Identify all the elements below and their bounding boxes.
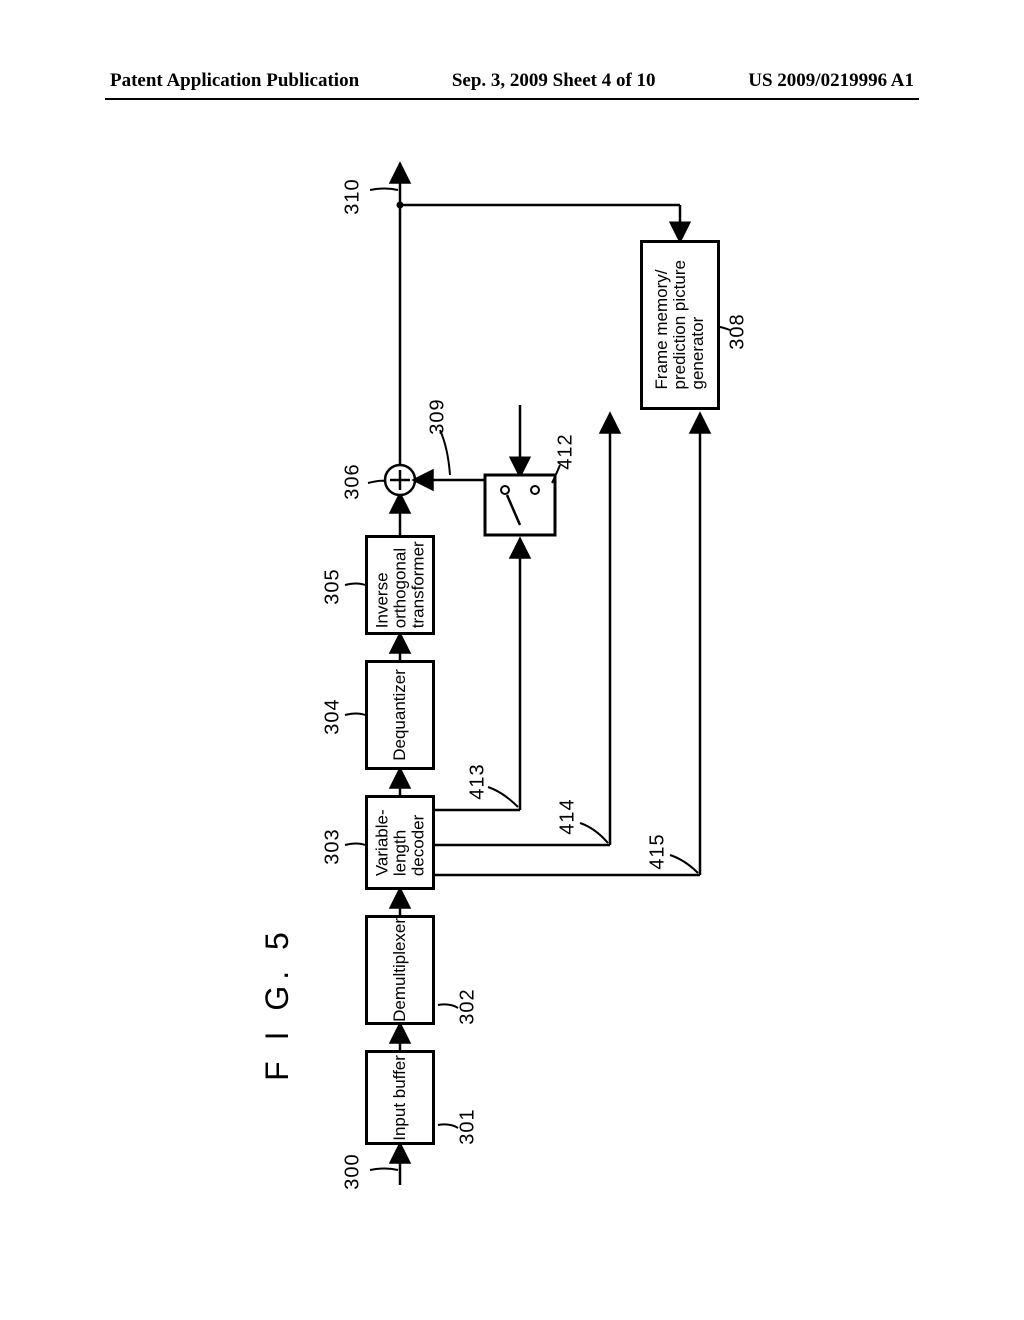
block-demultiplexer: Demultiplexer — [365, 915, 435, 1025]
ref-309: 309 — [427, 398, 450, 434]
block-label: Input buffer — [391, 1055, 409, 1141]
header-center: Sep. 3, 2009 Sheet 4 of 10 — [452, 70, 656, 92]
ref-306: 306 — [342, 463, 365, 499]
block-vld: Variable- length decoder — [365, 795, 435, 890]
ref-301: 301 — [457, 1108, 480, 1144]
block-label: Demultiplexer — [391, 918, 409, 1022]
block-label: Inverse orthogonal transformer — [373, 542, 427, 629]
ref-300: 300 — [342, 1153, 365, 1189]
block-frame-memory: Frame memory/ prediction picture generat… — [640, 240, 720, 410]
ref-412: 412 — [555, 433, 578, 469]
block-input-buffer: Input buffer — [365, 1050, 435, 1145]
ref-305: 305 — [322, 568, 345, 604]
header-rule — [105, 98, 919, 100]
ref-415: 415 — [647, 833, 670, 869]
ref-308: 308 — [727, 313, 750, 349]
header-right: US 2009/0219996 A1 — [748, 70, 914, 92]
block-dequantizer: Dequantizer — [365, 660, 435, 770]
ref-310: 310 — [342, 178, 365, 214]
ref-303: 303 — [322, 828, 345, 864]
block-label: Frame memory/ prediction picture generat… — [653, 260, 707, 389]
page-header: Patent Application Publication Sep. 3, 2… — [0, 70, 1024, 92]
block-iot: Inverse orthogonal transformer — [365, 535, 435, 635]
block-label: Dequantizer — [391, 669, 409, 761]
header-left: Patent Application Publication — [110, 70, 359, 92]
figure-5: Input buffer Demultiplexer Variable- len… — [260, 155, 750, 1190]
ref-302: 302 — [457, 988, 480, 1024]
ref-304: 304 — [322, 698, 345, 734]
block-label: Variable- length decoder — [373, 809, 427, 876]
figure-label: F I G. 5 — [259, 926, 296, 1081]
ref-414: 414 — [557, 798, 580, 834]
ref-413: 413 — [467, 763, 490, 799]
